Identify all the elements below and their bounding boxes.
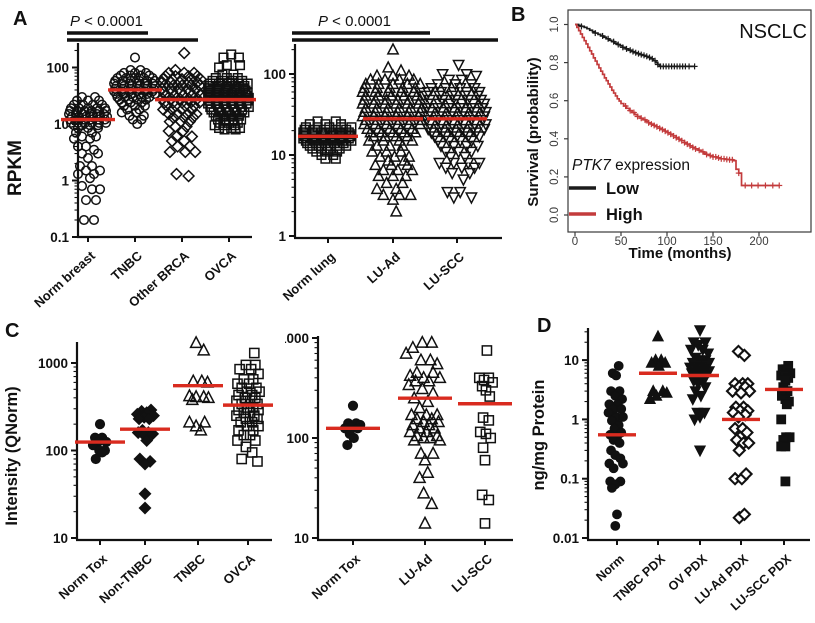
svg-text:High: High [606,206,643,224]
svg-text:0.2: 0.2 [549,169,561,185]
svg-text:OVCA: OVCA [201,248,239,285]
svg-text:10: 10 [294,531,309,546]
panel-b-survival-curve-chart: 0 50 100 150 200 0.0 0.2 0.4 0.6 0.8 1.0 NSCLC Time … [525,9,812,262]
svg-text:TNBC: TNBC [108,248,145,284]
svg-text:1: 1 [61,174,69,189]
svg-text:P < 0.0001: P < 0.0001 [70,13,143,30]
svg-text:10: 10 [564,353,579,368]
panel-a-rpkm-lung-chart: 1 10 100 Norm lung LU-Ad LU-SCC P < 0.0001 [263,13,502,304]
svg-text:100: 100 [286,431,309,446]
svg-text:0.6: 0.6 [549,93,561,109]
svg-text:ng/mg Protein: ng/mg Protein [530,380,548,491]
svg-text:Norm breast: Norm breast [31,248,98,311]
svg-text:10: 10 [53,531,68,546]
svg-text:LU-Ad: LU-Ad [396,551,435,588]
svg-text:1: 1 [278,229,286,244]
svg-text:Time (months): Time (months) [628,245,731,262]
svg-text:50: 50 [615,236,628,248]
svg-text:LU-Ad: LU-Ad [364,249,403,286]
svg-text:100: 100 [657,236,676,248]
svg-text:OVCA: OVCA [220,551,258,588]
panel-label-d: D [537,315,552,337]
svg-text:0.8: 0.8 [549,55,561,71]
svg-text:0.1: 0.1 [560,472,579,487]
svg-text:1000: 1000 [285,331,309,346]
panel-label-a: A [13,8,28,30]
panel-label-b: B [511,4,526,26]
svg-text:LU-SCC: LU-SCC [420,249,467,293]
svg-text:0.0: 0.0 [549,207,561,223]
svg-text:NSCLC: NSCLC [739,21,807,43]
svg-text:Survival (probability): Survival (probability) [525,57,542,206]
svg-text:Norm Tox: Norm Tox [309,551,364,603]
svg-text:1: 1 [571,412,579,427]
svg-text:0.1: 0.1 [50,230,69,245]
svg-text:0.01: 0.01 [553,531,580,546]
svg-text:0.4: 0.4 [549,130,561,147]
svg-text:Norm lung: Norm lung [280,249,338,304]
svg-text:TNBC: TNBC [171,551,208,587]
svg-text:10: 10 [271,148,286,163]
panel-c-intensity-lung-chart: 10 100 1000 Norm Tox LU-Ad LU-SCC [285,331,513,603]
svg-text:1000: 1000 [38,356,68,371]
svg-text:100: 100 [45,444,68,459]
panel-label-c: C [5,320,20,342]
svg-text:P < 0.0001: P < 0.0001 [318,13,391,30]
svg-text:RPKM: RPKM [5,140,26,196]
svg-text:Low: Low [606,180,639,198]
svg-text:150: 150 [703,236,722,248]
svg-text:100: 100 [46,61,69,76]
svg-text:100: 100 [263,67,286,82]
svg-text:LU-SCC: LU-SCC [448,551,495,595]
svg-text:Norm: Norm [593,552,627,584]
svg-text:200: 200 [749,236,768,248]
svg-text:PTK7 expression: PTK7 expression [572,157,690,174]
svg-text:0: 0 [572,236,578,248]
svg-text:Intensity (QNorm): Intensity (QNorm) [3,386,21,525]
svg-text:1.0: 1.0 [549,17,561,33]
